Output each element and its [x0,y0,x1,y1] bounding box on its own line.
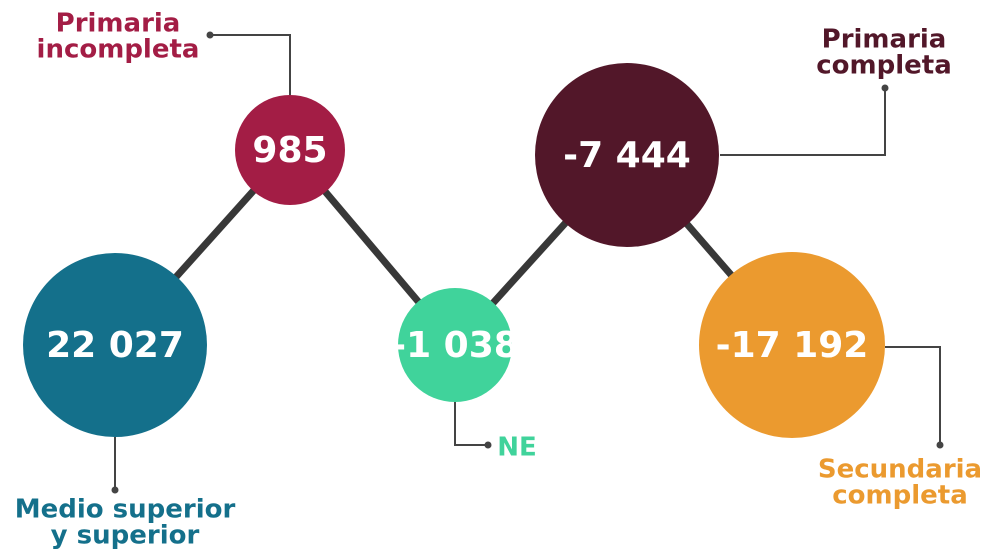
node-circle [23,253,207,437]
dot [111,486,119,494]
node-circle [398,288,512,402]
dot [881,84,889,92]
leader [720,88,886,156]
node-circle [699,252,885,438]
dot [484,441,492,449]
node-circle [235,95,345,205]
node-label: Medio superior [15,495,236,525]
node-label: completa [816,51,952,81]
node-value: -17 192 [716,325,869,366]
leader [885,346,941,445]
node-value: -1 038 [391,325,519,366]
node-label: y superior [51,521,200,549]
node-label: Primaria [56,9,181,39]
dot [206,31,214,39]
dot [936,441,944,449]
leaders [114,34,941,490]
node-label: incompleta [37,35,200,65]
node-label: completa [832,481,968,511]
node-value: 22 027 [46,325,184,366]
node-label: NE [497,433,537,463]
leader-dots [111,31,944,494]
node-label: Primaria [822,25,947,55]
node-value: 985 [252,130,327,171]
leader [210,34,291,95]
node-value: -7 444 [563,135,691,176]
leader [454,402,488,446]
node-label: Secundaria [818,455,982,485]
node-circle [535,63,719,247]
